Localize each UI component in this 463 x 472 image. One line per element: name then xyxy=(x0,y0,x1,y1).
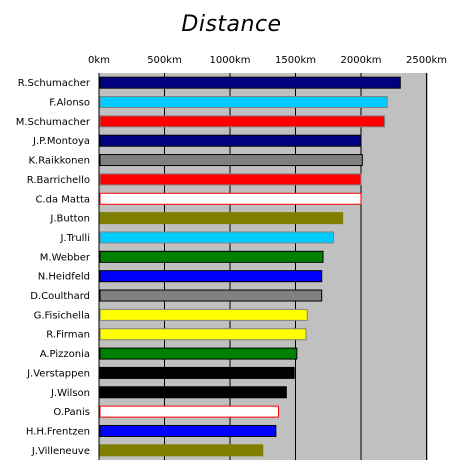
category-label: D.Coulthard xyxy=(30,291,90,302)
category-label: R.Schumacher xyxy=(18,78,91,89)
bar xyxy=(99,405,279,418)
bar xyxy=(99,231,334,244)
category-label: J.Villeneuve xyxy=(31,446,90,457)
category-label: C.da Matta xyxy=(35,194,90,205)
bar xyxy=(99,386,287,399)
x-tick-label: 2500km xyxy=(406,55,447,66)
category-label: J.P.Montoya xyxy=(32,136,90,147)
bar xyxy=(99,173,362,186)
x-tick-label: 2000km xyxy=(341,55,382,66)
plot-background xyxy=(99,73,428,460)
bar xyxy=(99,270,323,283)
bar xyxy=(99,250,324,263)
x-tick-label: 500km xyxy=(147,55,182,66)
category-label: K.Raikkonen xyxy=(28,156,90,167)
x-axis-ticks: 0km 500km 1000km 1500km 2000km 2500km xyxy=(88,55,447,66)
bar xyxy=(99,115,386,128)
category-labels: R.Schumacher F.Alonso M.Schumacher J.P.Mont… xyxy=(16,78,91,457)
category-label: N.Heidfeld xyxy=(38,272,90,283)
bar xyxy=(99,76,401,89)
bar xyxy=(99,328,307,341)
category-label: F.Alonso xyxy=(49,98,90,109)
bar xyxy=(99,154,363,167)
category-label: J.Verstappen xyxy=(26,368,90,379)
bar xyxy=(99,289,323,302)
bar xyxy=(99,212,344,225)
category-label: H.H.Frentzen xyxy=(26,426,90,437)
category-label: M.Webber xyxy=(40,252,91,263)
category-label: J.Trulli xyxy=(59,233,90,244)
chart-title: Distance xyxy=(181,12,282,37)
category-label: J.Wilson xyxy=(50,388,90,399)
bar xyxy=(99,424,277,437)
category-label: A.Pizzonia xyxy=(40,349,90,360)
category-label: R.Barrichello xyxy=(27,175,90,186)
bar xyxy=(99,134,362,147)
bar xyxy=(99,366,295,379)
x-tick-label: 1500km xyxy=(275,55,316,66)
bar xyxy=(99,308,308,321)
category-label: M.Schumacher xyxy=(16,117,91,128)
category-label: J.Button xyxy=(49,214,90,225)
bar xyxy=(99,444,264,457)
bar xyxy=(99,96,388,109)
category-label: G.Fisichella xyxy=(34,310,90,321)
bar xyxy=(99,192,362,205)
bar xyxy=(99,347,298,360)
bars xyxy=(99,76,401,457)
x-tick-label: 1000km xyxy=(210,55,251,66)
category-label: O.Panis xyxy=(53,407,90,418)
x-tick-label: 0km xyxy=(88,55,110,66)
category-label: R.Firman xyxy=(46,330,90,341)
